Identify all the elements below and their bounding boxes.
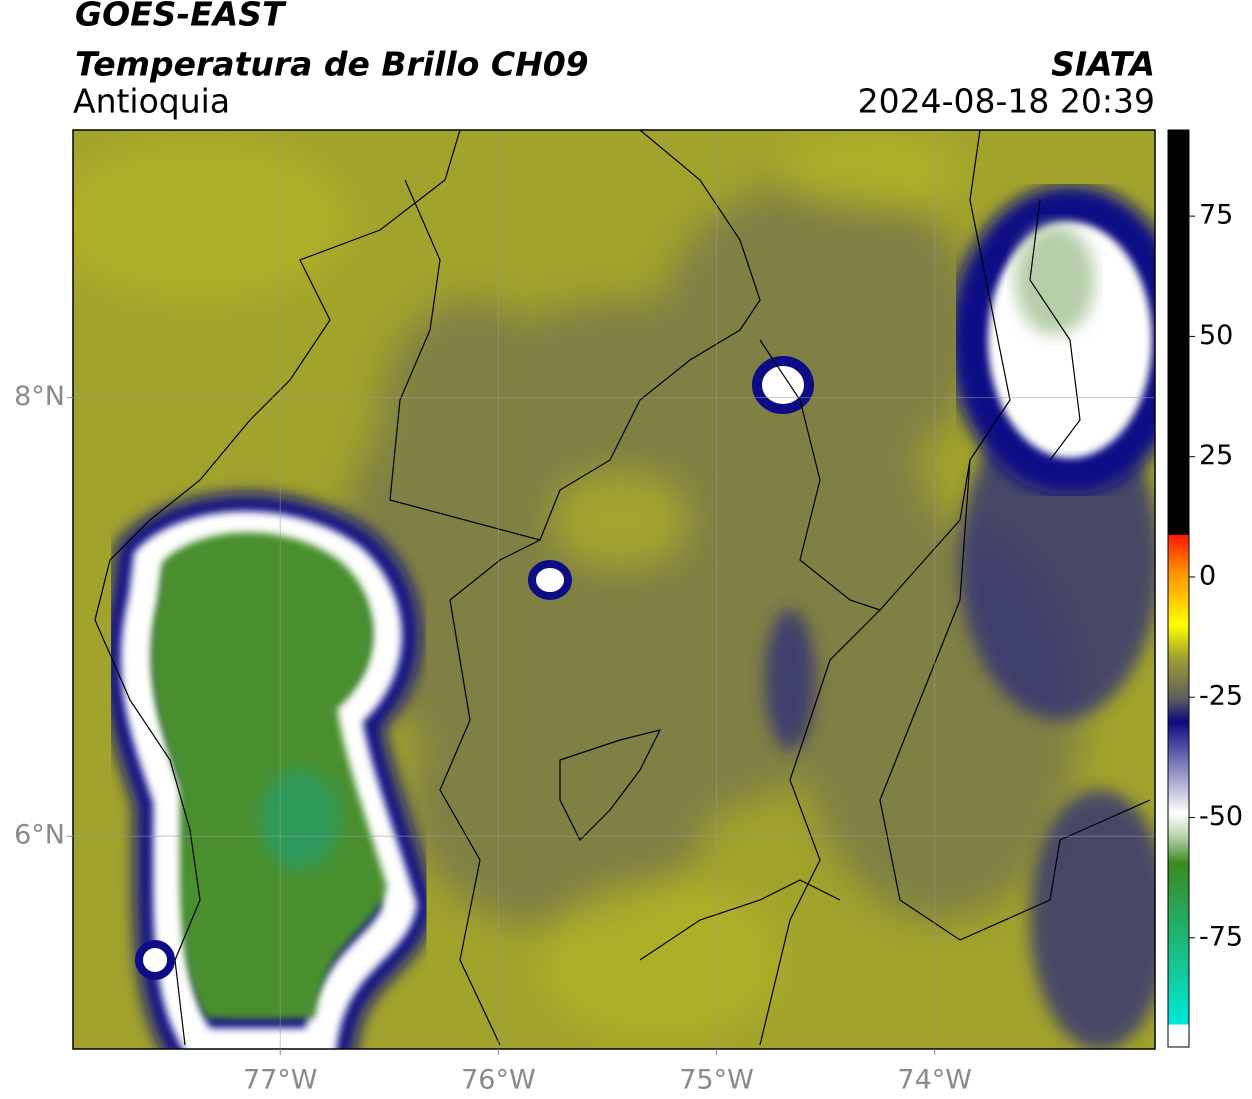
y-tick-label: 6°N — [14, 820, 65, 851]
y-tick-label: 8°N — [14, 381, 65, 412]
colorbar-tick-label: -25 — [1199, 681, 1243, 712]
region: Antioquia — [73, 82, 230, 121]
colorbar-tick-label: 75 — [1199, 200, 1233, 231]
source: SIATA — [1051, 45, 1155, 84]
colorbar-tick-label: 25 — [1199, 440, 1233, 471]
x-tick-label: 74°W — [897, 1065, 972, 1096]
x-tick-label: 77°W — [243, 1065, 318, 1096]
colorbar-tick-label: 50 — [1199, 320, 1233, 351]
satellite-image — [73, 130, 1155, 1049]
colorbar — [1167, 129, 1190, 1048]
colorbar-tick-label: -75 — [1199, 921, 1243, 952]
x-tick-label: 75°W — [679, 1065, 754, 1096]
subtitle: Temperatura de Brillo CH09 — [75, 45, 589, 84]
map-frame — [72, 129, 1156, 1050]
colorbar-tick-label: 0 — [1199, 560, 1216, 591]
title: GOES-EAST — [75, 0, 287, 34]
x-tick-label: 76°W — [461, 1065, 536, 1096]
timestamp: 2024-08-18 20:39 — [858, 82, 1155, 121]
colorbar-tick-label: -50 — [1199, 801, 1243, 832]
graticule — [73, 130, 1155, 1049]
